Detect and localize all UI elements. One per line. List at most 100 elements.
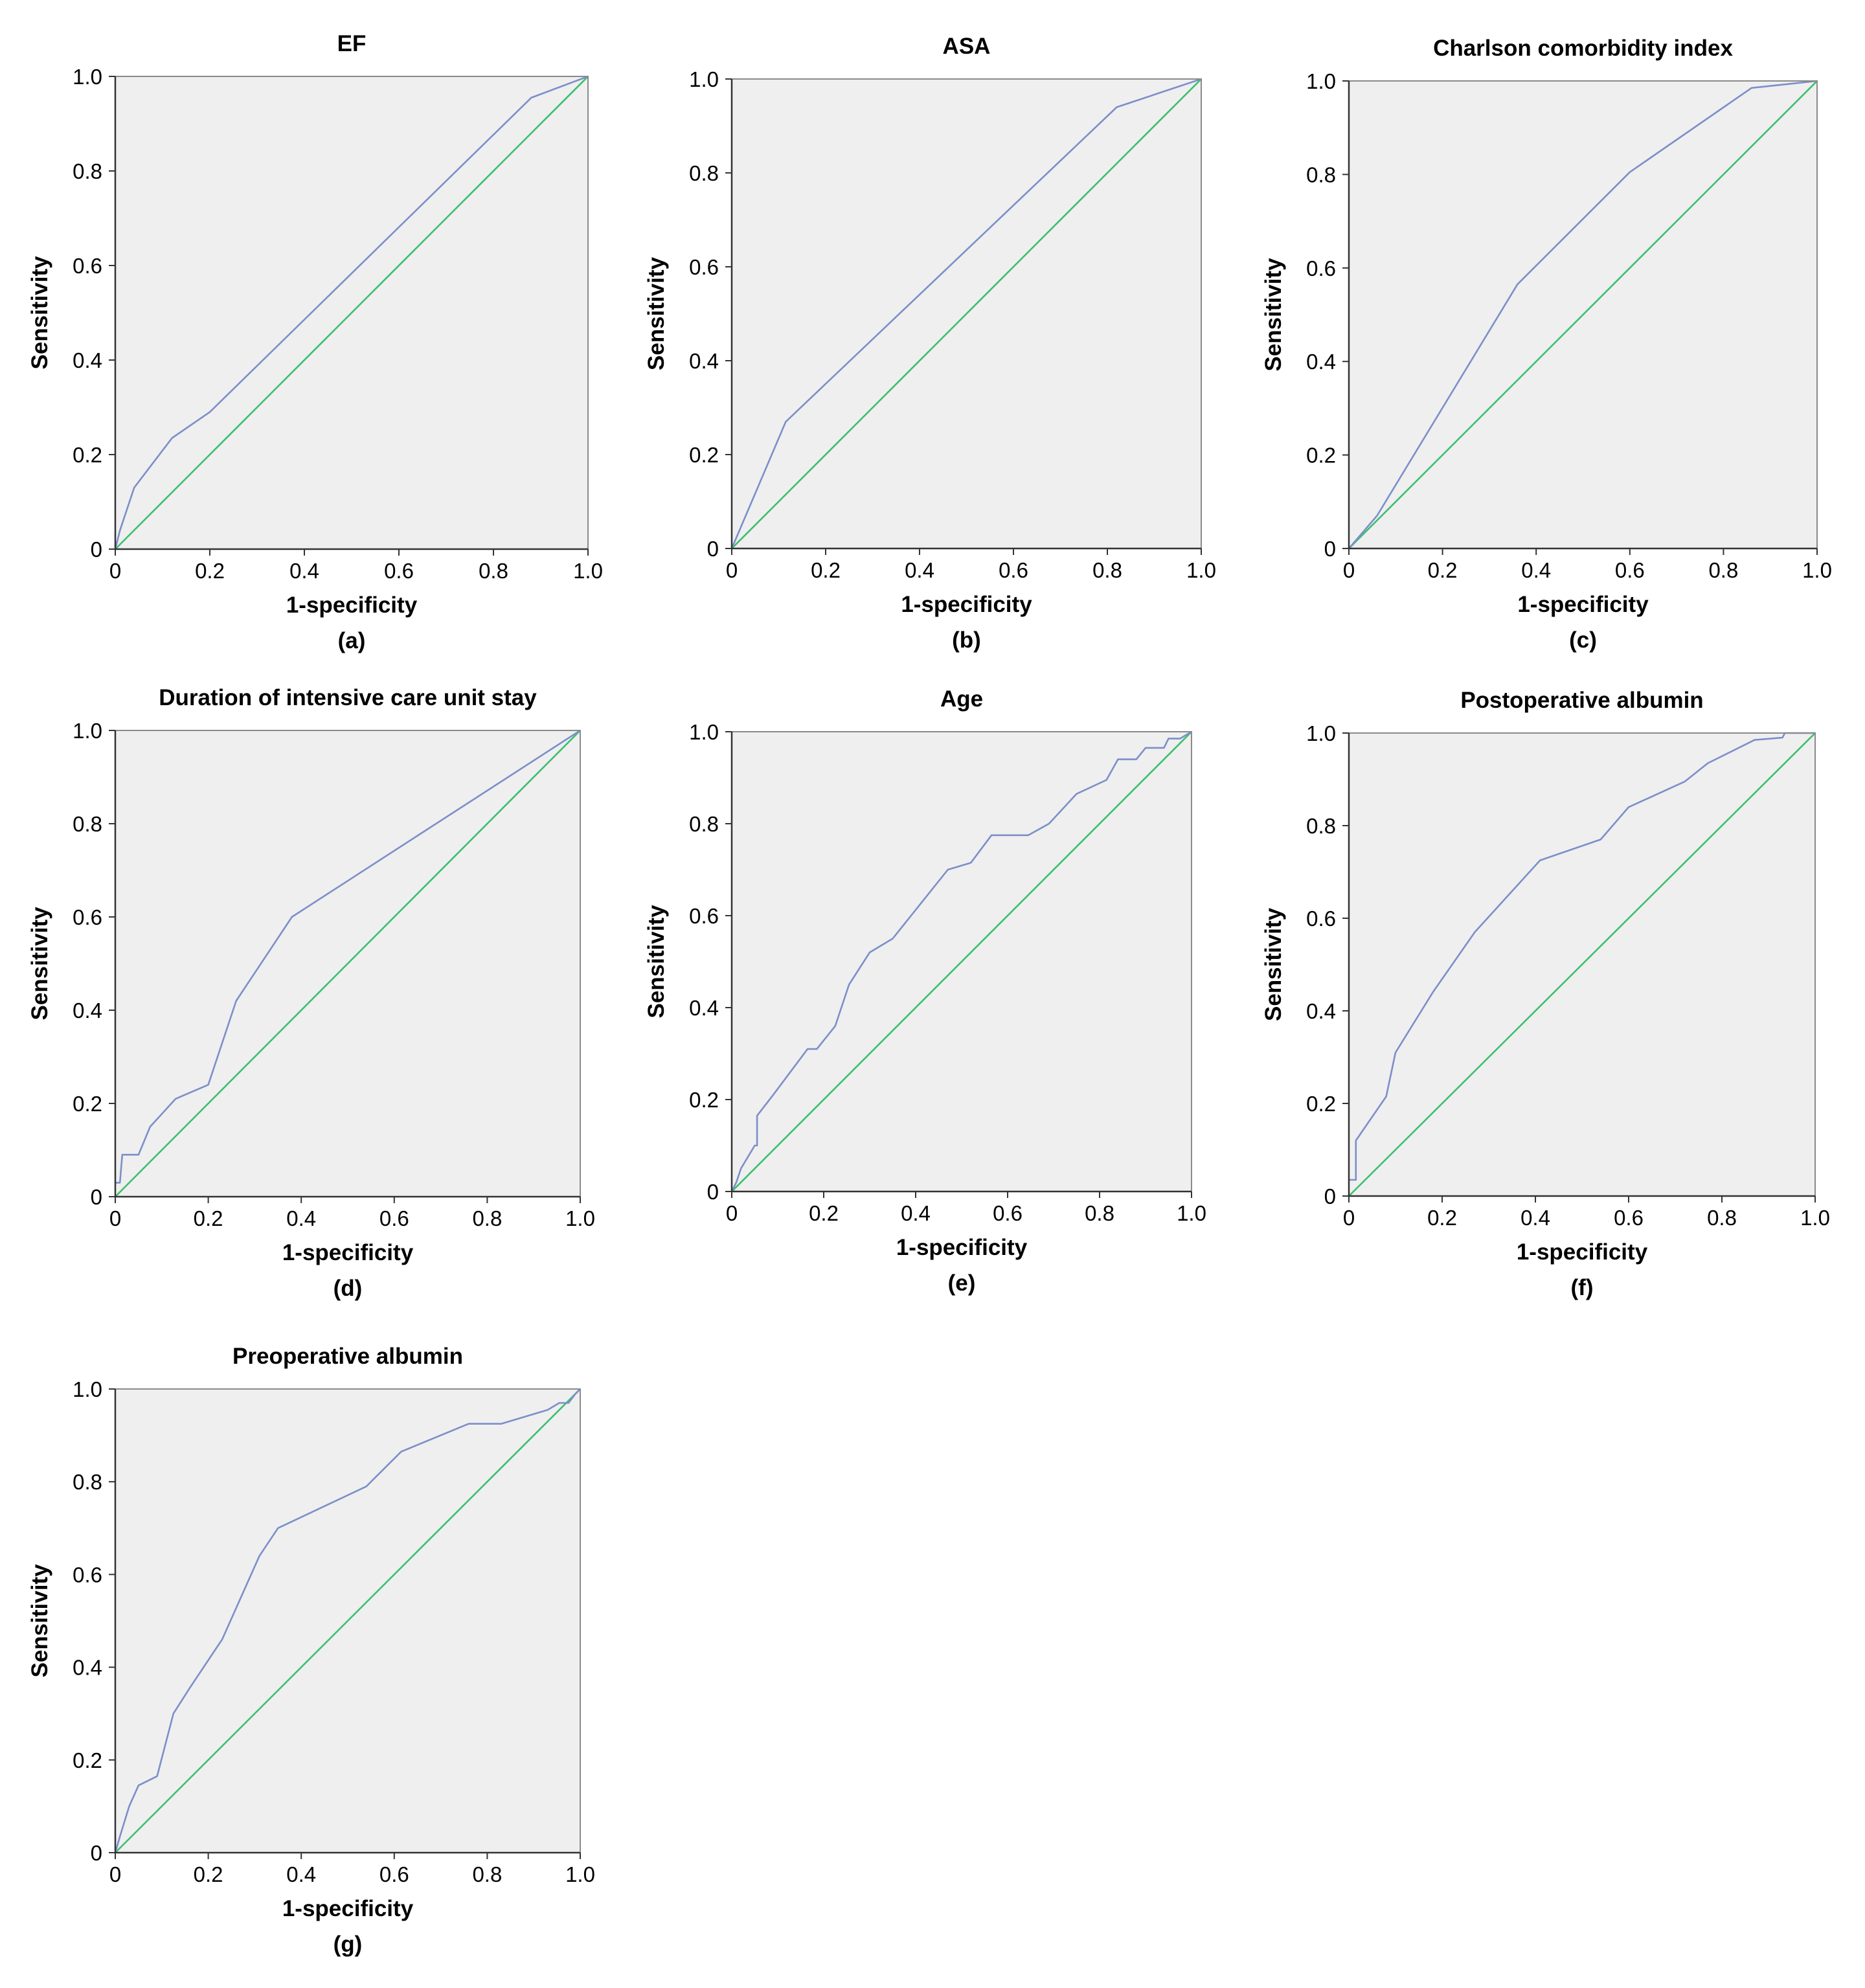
chart-title: Age — [940, 686, 984, 712]
roc-curve — [1349, 732, 1815, 1181]
x-axis-label: 1-specificity — [1517, 1239, 1648, 1265]
y-tick-label: 0.6 — [73, 254, 102, 278]
x-axis-label: 1-specificity — [896, 1235, 1028, 1260]
y-tick-label: 0.8 — [1306, 163, 1336, 186]
reference-line — [115, 730, 581, 1197]
x-tick-label: 0.2 — [194, 1862, 223, 1886]
panel-label: (f) — [1570, 1275, 1594, 1300]
plot-border — [115, 730, 581, 1197]
x-tick-label: 0.4 — [1520, 1206, 1550, 1230]
x-tick-label: 0.2 — [811, 558, 841, 582]
roc-curve — [114, 75, 589, 550]
reference-line — [1348, 732, 1816, 1197]
x-tick-label: 0.6 — [379, 1862, 409, 1886]
chart-title: Duration of intensive care unit stay — [159, 685, 537, 710]
reference-line — [731, 78, 1202, 549]
y-axis-label: Sensitivity — [1261, 258, 1286, 372]
y-tick-label: 0 — [91, 537, 102, 561]
y-tick-label: 0 — [91, 1185, 102, 1209]
x-tick-label: 0.8 — [472, 1206, 502, 1230]
y-axis-label: Sensitivity — [644, 905, 669, 1019]
y-tick-label: 0.2 — [689, 1088, 719, 1112]
y-tick-label: 1.0 — [689, 67, 719, 91]
roc-panel-d: Duration of intensive care unit stay (d) 0… — [18, 659, 606, 1326]
x-tick-label: 0.8 — [1092, 558, 1122, 582]
panel-label: (c) — [1569, 627, 1597, 653]
chart-title: Preoperative albumin — [232, 1344, 463, 1369]
x-tick-label: 0.6 — [999, 558, 1028, 582]
x-tick-label: 0.4 — [905, 558, 934, 582]
x-axis-label: 1-specificity — [1517, 592, 1649, 617]
x-tick-label: 1.0 — [565, 1206, 595, 1230]
reference-line — [115, 76, 589, 550]
x-tick-label: 0 — [726, 1201, 738, 1225]
y-tick-label: 0 — [707, 537, 719, 561]
y-tick-label: 0 — [707, 1180, 719, 1204]
x-tick-label: 0.6 — [384, 559, 414, 583]
y-tick-label: 0.4 — [689, 996, 719, 1020]
y-tick-label: 0.6 — [689, 904, 719, 928]
y-tick-label: 0.6 — [73, 1563, 102, 1587]
x-tick-label: 1.0 — [573, 559, 603, 583]
y-tick-label: 0.2 — [1306, 444, 1336, 468]
x-tick-label: 0.6 — [1614, 1206, 1644, 1230]
y-tick-label: 0.8 — [73, 812, 102, 836]
panel-label: (d) — [333, 1276, 363, 1301]
roc-chart-svg: 0 0.2 0.4 0.6 0.8 1.0 0 0.2 0.4 0.6 0.8 1.0 1-specif… — [27, 719, 595, 1265]
panel-label: (b) — [952, 627, 981, 653]
y-tick-label: 0.2 — [689, 443, 719, 467]
x-axis-label: 1-specificity — [282, 1896, 414, 1921]
x-tick-label: 0.6 — [993, 1201, 1023, 1225]
x-tick-label: 0.2 — [1428, 558, 1458, 582]
panel-label: (e) — [947, 1271, 976, 1296]
roc-curve — [115, 729, 581, 1184]
y-tick-label: 0.6 — [1306, 256, 1336, 280]
plot-border — [1349, 80, 1818, 548]
roc-panel-a: EF (a) 0 0.2 0.4 0.6 0.8 1.0 0 0.2 0.4 0.6 0.8 1.0 1-s… — [18, 5, 614, 679]
roc-curve — [730, 78, 1202, 549]
y-tick-label: 0.6 — [73, 905, 102, 929]
reference-line — [1348, 80, 1818, 549]
x-tick-label: 0.4 — [286, 1862, 316, 1886]
y-tick-label: 0.4 — [73, 348, 102, 372]
roc-chart-svg: 0 0.2 0.4 0.6 0.8 1.0 0 0.2 0.4 0.6 0.8 1.0 1-specif… — [644, 67, 1216, 617]
x-tick-label: 0 — [109, 559, 121, 583]
roc-panel-g: Preoperative albumin (g) 0 0.2 0.4 0.6 0.8 1.0 0… — [18, 1318, 606, 1982]
x-tick-label: 1.0 — [565, 1862, 595, 1886]
roc-curve — [1348, 80, 1818, 549]
y-tick-label: 0.6 — [1306, 907, 1336, 931]
x-tick-label: 0.4 — [1521, 558, 1551, 582]
x-tick-label: 1.0 — [1177, 1201, 1206, 1225]
chart-title: EF — [337, 31, 367, 56]
y-tick-label: 1.0 — [689, 720, 719, 744]
y-tick-label: 0.2 — [73, 443, 102, 467]
roc-panel-c: Charlson comorbidity index (c) 0 0.2 0.4 0.6 0… — [1252, 10, 1843, 678]
roc-curve — [114, 1388, 581, 1853]
plot-border — [1349, 732, 1816, 1196]
y-tick-label: 1.0 — [73, 65, 102, 89]
y-tick-label: 0.4 — [73, 999, 102, 1022]
roc-chart-svg: 0 0.2 0.4 0.6 0.8 1.0 0 0.2 0.4 0.6 0.8 1.0 1-specif… — [27, 1377, 595, 1921]
x-tick-label: 0.8 — [479, 559, 508, 583]
x-tick-label: 0.2 — [195, 559, 225, 583]
x-tick-label: 0.8 — [1707, 1206, 1737, 1230]
y-tick-label: 0.4 — [1306, 999, 1336, 1023]
y-tick-label: 0.6 — [689, 255, 719, 279]
y-tick-label: 0.8 — [1306, 814, 1336, 838]
chart-title: Postoperative albumin — [1460, 688, 1704, 713]
roc-chart-svg: 0 0.2 0.4 0.6 0.8 1.0 0 0.2 0.4 0.6 0.8 1.0 1-specif… — [27, 65, 603, 618]
roc-curve — [730, 730, 1192, 1192]
x-tick-label: 0.4 — [286, 1206, 316, 1230]
y-tick-label: 0 — [1324, 1184, 1336, 1208]
y-tick-label: 0.2 — [73, 1748, 102, 1772]
y-tick-label: 1.0 — [1306, 69, 1336, 93]
x-tick-label: 1.0 — [1800, 1206, 1830, 1230]
y-tick-label: 1.0 — [1306, 721, 1336, 745]
panel-label: (a) — [337, 628, 366, 653]
y-axis-label: Sensitivity — [27, 256, 52, 370]
y-tick-label: 0.2 — [73, 1092, 102, 1116]
x-tick-label: 0.4 — [901, 1201, 931, 1225]
y-tick-label: 0.8 — [689, 161, 719, 185]
y-axis-label: Sensitivity — [27, 1564, 52, 1678]
